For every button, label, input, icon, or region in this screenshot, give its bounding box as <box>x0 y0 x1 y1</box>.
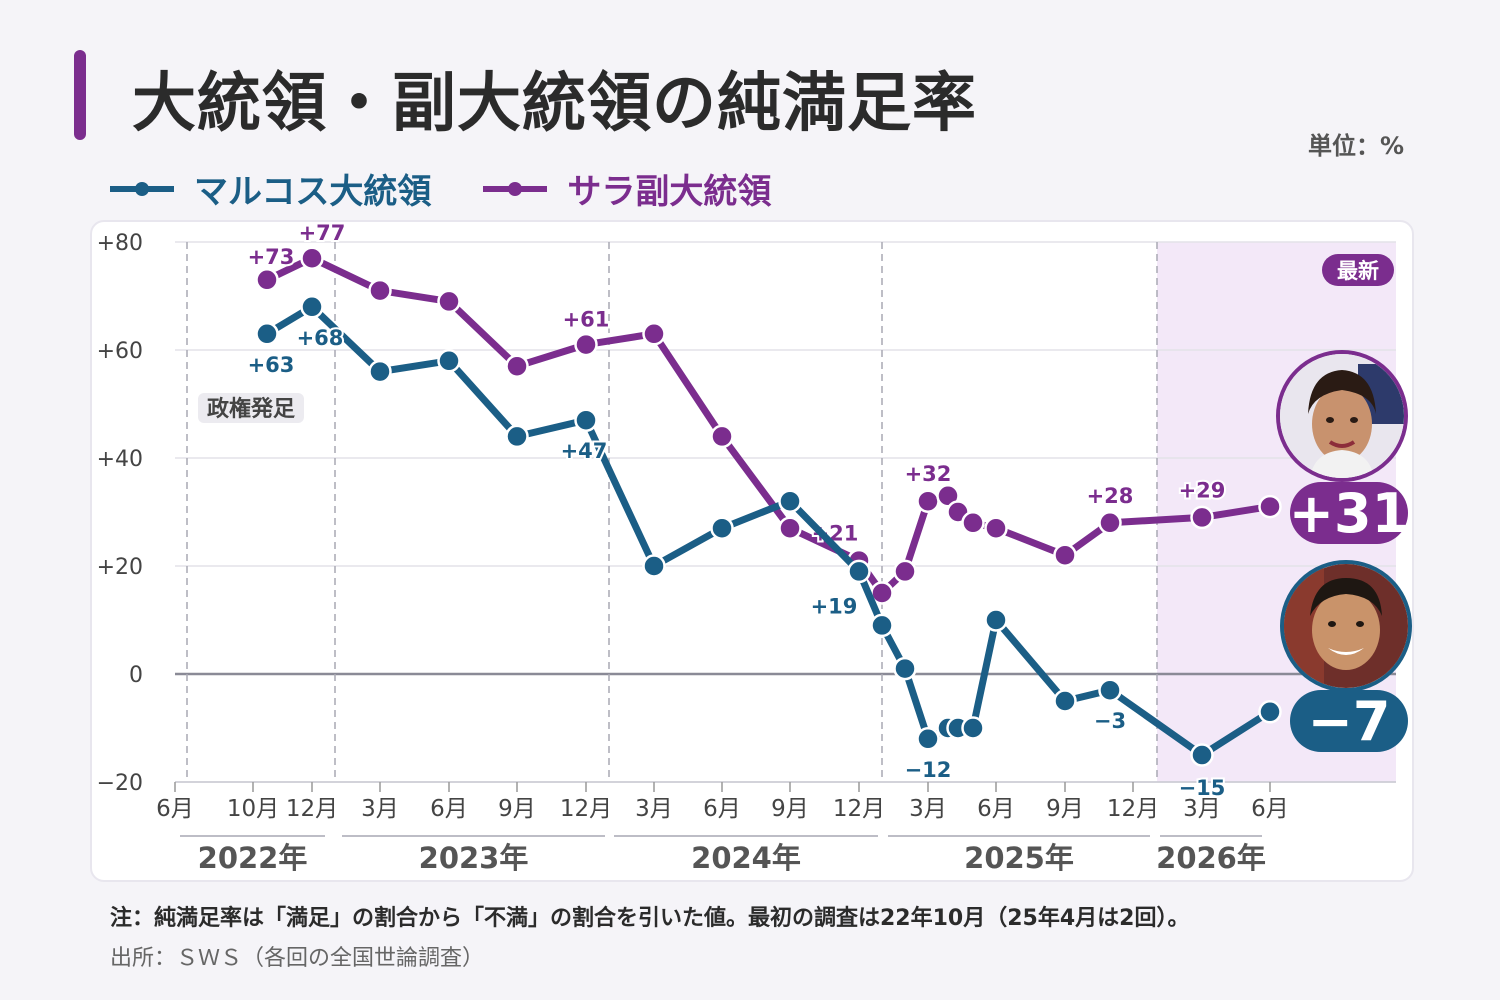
x-tick-label: 6月 <box>703 796 741 822</box>
x-tick-label: 6月 <box>1251 796 1289 822</box>
legend-label-sara: サラ副大統領 <box>567 172 772 212</box>
page-title: 大統領・副大統領の純満足率 <box>132 67 977 141</box>
marcos-data-point <box>916 727 940 751</box>
marcos-data-label: −3 <box>1094 709 1126 733</box>
year-label: 2024年 <box>691 841 801 875</box>
sara-data-point <box>1098 511 1122 535</box>
x-tick-label: 3月 <box>909 796 947 822</box>
sara-data-point <box>984 516 1008 540</box>
legend-swatch-marcos <box>110 181 174 196</box>
sara-latest-badge: +31 <box>1288 481 1410 545</box>
x-tick-label: 12月 <box>286 796 338 822</box>
sara-data-point <box>574 332 598 357</box>
x-tick-label: 3月 <box>635 796 673 822</box>
sara-data-point <box>1053 543 1077 567</box>
x-tick-label: 9月 <box>771 796 809 822</box>
latest-tag-bg <box>1322 254 1394 286</box>
x-tick-label: 9月 <box>498 796 536 822</box>
sara-data-point <box>961 511 985 535</box>
marcos-data-label: +63 <box>248 353 295 377</box>
sara-data-point <box>255 268 279 292</box>
sara-series-line <box>263 254 1274 597</box>
legend-label-marcos: マルコス大統領 <box>194 172 432 212</box>
sara-data-label: +28 <box>1087 484 1134 508</box>
marcos-data-label: +68 <box>297 326 344 350</box>
sara-data-label: +61 <box>563 308 610 332</box>
y-tick-label: +20 <box>97 555 143 580</box>
marcos-data-point <box>1258 700 1282 724</box>
marcos-data-point <box>893 656 917 681</box>
marcos-data-point <box>710 516 734 540</box>
marcos-data-label: +19 <box>811 594 858 618</box>
sara-data-point <box>893 559 917 584</box>
x-tick-label: 3月 <box>361 796 399 822</box>
unit-label: 単位：% <box>1307 132 1404 160</box>
title-accent-bar <box>74 50 86 140</box>
legend-item-sara: サラ副大統領 <box>481 164 771 213</box>
y-tick-label: +40 <box>97 447 143 472</box>
year-label: 2022年 <box>198 841 308 875</box>
y-tick-label: +60 <box>97 339 143 364</box>
inauguration-label: 政権発足 <box>207 396 295 422</box>
sara-data-label: +77 <box>299 221 346 245</box>
x-tick-label: 3月 <box>1183 796 1221 822</box>
sara-data-point <box>437 289 461 314</box>
source-note: 出所：ＳＷＳ（各回の全国世論調査） <box>110 946 485 971</box>
sara-data-point <box>916 489 940 513</box>
year-label: 2025年 <box>964 841 1074 875</box>
marcos-latest-badge: −7 <box>1290 690 1408 753</box>
marcos-data-point <box>437 349 461 373</box>
marcos-data-point <box>642 554 666 578</box>
y-tick-label: +80 <box>97 231 143 256</box>
sara-data-point <box>710 424 734 449</box>
x-tick-label: 12月 <box>833 796 885 822</box>
marcos-data-point <box>368 359 392 384</box>
x-tick-label: 6月 <box>977 796 1015 822</box>
inauguration-tag-bg <box>198 393 304 423</box>
sara-data-label: +29 <box>1179 478 1226 502</box>
x-tick-label: 6月 <box>430 796 468 822</box>
footnote: 注：純満足率は「満足」の割合から「不満」の割合を引いた値。最初の調査は22年10… <box>110 906 1190 931</box>
marcos-data-point <box>1190 743 1214 767</box>
sara-data-point <box>1190 505 1214 530</box>
y-tick-label: 0 <box>129 663 143 688</box>
x-tick-label: 12月 <box>1107 796 1159 822</box>
sara-data-point <box>642 322 666 346</box>
marcos-data-label: −12 <box>905 758 952 782</box>
year-label: 2026年 <box>1156 841 1266 875</box>
marcos-data-point <box>255 322 279 346</box>
marcos-avatar-icon <box>1280 560 1412 692</box>
marcos-data-label: +47 <box>561 439 608 463</box>
sara-avatar-icon <box>1276 350 1408 482</box>
marcos-data-point <box>961 716 985 740</box>
sara-data-point <box>300 246 324 270</box>
sara-data-point <box>368 278 392 303</box>
x-tick-label: 10月 <box>227 796 279 822</box>
sara-data-point <box>505 354 529 378</box>
marcos-data-point <box>1053 689 1077 713</box>
marcos-data-point <box>847 559 871 584</box>
x-tick-label: 6月 <box>156 796 194 822</box>
x-tick-label: 9月 <box>1046 796 1084 822</box>
year-label: 2023年 <box>419 841 529 875</box>
marcos-data-point <box>1098 678 1122 702</box>
sara-data-label: +32 <box>905 462 952 486</box>
legend-swatch-sara <box>483 181 548 196</box>
marcos-data-label: −15 <box>1179 776 1226 800</box>
marcos-data-point <box>870 613 894 638</box>
sara-data-point <box>1258 494 1282 519</box>
y-tick-label: −20 <box>97 771 143 796</box>
sara-data-label: +73 <box>248 245 295 269</box>
x-tick-label: 12月 <box>560 796 612 822</box>
marcos-data-point <box>300 295 324 319</box>
sara-data-point <box>778 516 802 540</box>
legend: マルコス大統領 サラ副大統領 <box>108 164 771 213</box>
legend-item-marcos: マルコス大統領 <box>108 164 431 213</box>
marcos-data-point <box>778 489 802 513</box>
marcos-data-point <box>505 424 529 449</box>
marcos-data-point <box>984 608 1008 632</box>
latest-tag-label: 最新 <box>1337 259 1379 283</box>
marcos-data-point <box>574 408 598 432</box>
